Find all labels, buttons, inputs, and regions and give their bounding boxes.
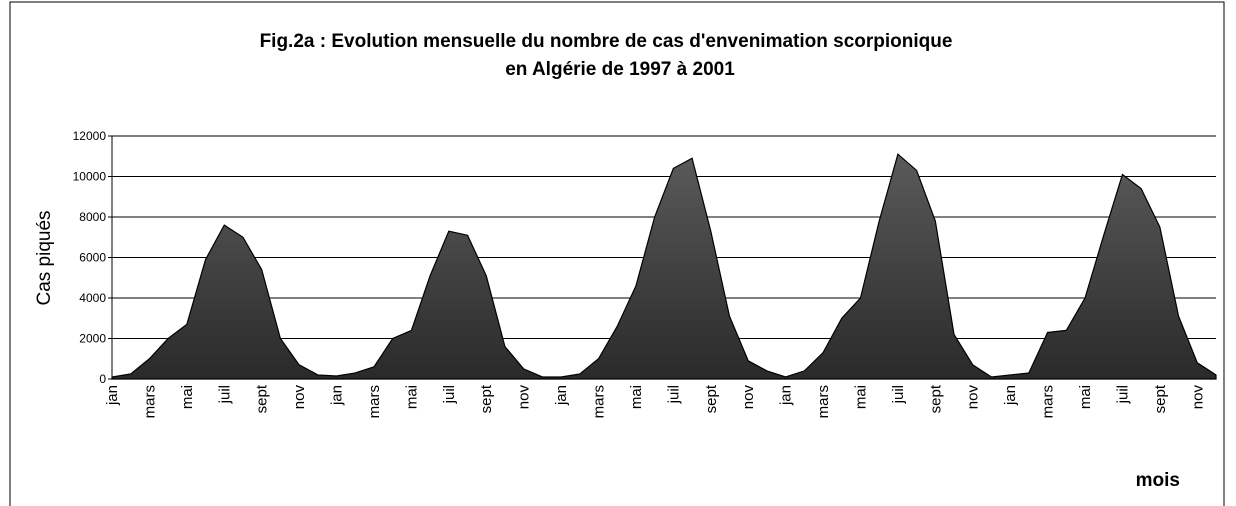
x-tick-label: jan <box>778 385 795 406</box>
x-tick-label: juil <box>1114 385 1131 404</box>
y-tick-label: 10000 <box>73 170 107 184</box>
chart-title: en Algérie de 1997 à 2001 <box>505 59 735 80</box>
x-tick-label: mai <box>628 385 645 409</box>
x-tick-label: sept <box>1152 384 1169 413</box>
x-tick-label: jan <box>1002 385 1019 406</box>
x-tick-label: juil <box>216 385 233 404</box>
x-tick-label: sept <box>927 384 944 413</box>
x-tick-label: mai <box>852 385 869 409</box>
x-tick-label: nov <box>1189 385 1206 410</box>
x-tick-label: mai <box>403 385 420 409</box>
x-tick-label: jan <box>553 385 570 406</box>
x-tick-label: mars <box>815 385 832 418</box>
x-tick-label: juil <box>890 385 907 404</box>
x-tick-label: mars <box>141 385 158 418</box>
x-tick-label: nov <box>965 385 982 410</box>
x-tick-label: mai <box>179 385 196 409</box>
y-axis-label: Cas piqués <box>34 210 55 305</box>
x-tick-label: jan <box>104 385 121 406</box>
x-tick-label: mars <box>591 385 608 418</box>
y-tick-label: 8000 <box>79 210 106 224</box>
x-tick-label: jan <box>329 385 346 406</box>
x-tick-label: sept <box>703 384 720 413</box>
x-tick-label: juil <box>441 385 458 404</box>
x-tick-label: mars <box>366 385 383 418</box>
x-tick-label: juil <box>665 385 682 404</box>
y-tick-label: 12000 <box>73 129 107 143</box>
chart-title: Fig.2a : Evolution mensuelle du nombre d… <box>260 31 953 52</box>
x-tick-label: nov <box>291 385 308 410</box>
y-tick-label: 2000 <box>79 332 106 346</box>
x-tick-label: sept <box>254 384 271 413</box>
y-tick-label: 6000 <box>79 251 106 265</box>
area <box>111 153 1217 380</box>
x-tick-label: mars <box>1040 385 1057 418</box>
x-tick-label: sept <box>478 384 495 413</box>
x-tick-label: mai <box>1077 385 1094 409</box>
x-axis-label: mois <box>1136 470 1180 491</box>
y-tick-label: 0 <box>99 372 106 386</box>
y-tick-label: 4000 <box>79 291 106 305</box>
x-tick-label: nov <box>740 385 757 410</box>
x-tick-label: nov <box>516 385 533 410</box>
